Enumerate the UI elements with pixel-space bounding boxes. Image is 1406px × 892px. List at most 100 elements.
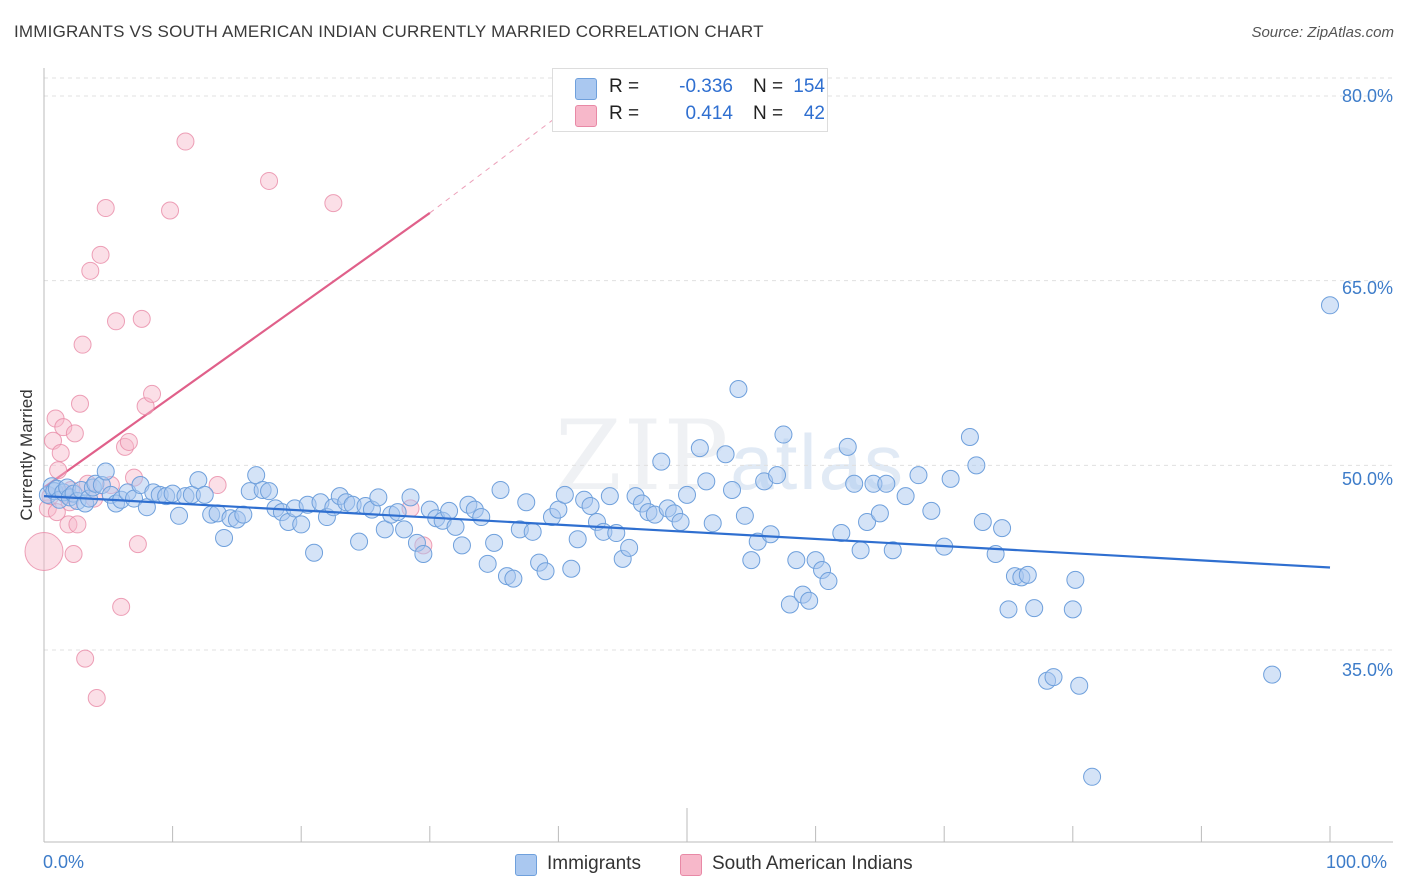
data-point-immigrants xyxy=(838,437,857,456)
r-label: R = xyxy=(609,103,640,124)
data-point-immigrants xyxy=(742,551,761,570)
data-point-south-american-indians xyxy=(161,201,180,220)
data-point-immigrants xyxy=(478,554,497,573)
y-axis-label: Currently Married xyxy=(17,389,36,521)
data-point-immigrants xyxy=(678,485,696,504)
data-point-immigrants xyxy=(999,600,1018,619)
stats-legend: R = -0.336 N = 154 R = 0.414 N = 42 xyxy=(552,68,828,132)
gridlines xyxy=(44,77,1393,651)
data-point-south-american-indians xyxy=(68,515,87,534)
x-tick-label: 100.0% xyxy=(1326,852,1388,872)
data-point-south-american-indians xyxy=(81,261,100,280)
data-point-immigrants xyxy=(260,482,279,501)
y-tick-label: 80.0% xyxy=(1341,86,1393,106)
data-point-immigrants xyxy=(600,487,619,506)
data-point-immigrants xyxy=(896,487,915,506)
data-point-immigrants xyxy=(735,506,754,525)
data-point-south-american-indians xyxy=(132,309,151,328)
data-point-south-american-indians xyxy=(260,171,279,190)
data-point-south-american-indians xyxy=(91,245,110,264)
legend-label-south-american-indians: South American Indians xyxy=(712,853,913,874)
data-point-south-american-indians xyxy=(176,132,195,151)
data-point-immigrants xyxy=(504,569,523,588)
data-point-south-american-indians xyxy=(71,394,90,413)
data-point-immigrants xyxy=(851,541,870,560)
data-point-immigrants xyxy=(729,380,748,399)
data-point-immigrants xyxy=(215,528,234,547)
data-point-immigrants xyxy=(832,524,851,543)
data-point-south-american-indians xyxy=(73,335,92,354)
legend-label-immigrants: Immigrants xyxy=(547,853,641,874)
data-point-immigrants xyxy=(1263,665,1282,684)
data-point-immigrants xyxy=(195,485,214,504)
data-point-immigrants xyxy=(690,439,709,458)
r-value: 0.414 xyxy=(685,103,733,124)
data-point-immigrants xyxy=(819,572,838,591)
data-point-immigrants xyxy=(1321,296,1339,315)
n-value: 42 xyxy=(803,103,825,124)
data-point-immigrants xyxy=(485,533,504,552)
data-point-south-american-indians xyxy=(112,597,131,616)
data-point-south-american-indians xyxy=(76,649,95,668)
trend-line-extension-south-american-indians xyxy=(429,115,559,214)
data-point-immigrants xyxy=(652,452,671,471)
data-point-south-american-indians xyxy=(24,532,64,572)
data-point-immigrants xyxy=(555,485,574,504)
y-tick-label: 50.0% xyxy=(1341,469,1393,489)
data-point-immigrants xyxy=(305,543,324,562)
data-point-immigrants xyxy=(388,503,407,522)
data-point-immigrants xyxy=(395,520,414,539)
swatch-immigrants xyxy=(575,78,597,100)
n-label: N = xyxy=(753,76,784,97)
data-point-immigrants xyxy=(1044,668,1063,687)
data-point-south-american-indians xyxy=(87,689,106,708)
trend-line-immigrants xyxy=(43,495,1331,569)
data-point-immigrants xyxy=(491,480,510,499)
data-point-immigrants xyxy=(703,514,722,533)
data-point-immigrants xyxy=(909,466,928,485)
data-point-south-american-indians xyxy=(64,544,83,563)
data-point-immigrants xyxy=(973,512,992,531)
data-point-immigrants xyxy=(883,541,902,560)
data-point-south-american-indians xyxy=(49,461,68,480)
data-point-immigrants xyxy=(234,505,253,524)
data-point-immigrants xyxy=(1018,565,1037,584)
data-point-immigrants xyxy=(523,522,542,541)
data-point-immigrants xyxy=(620,538,639,557)
data-point-immigrants xyxy=(877,474,896,493)
data-point-immigrants xyxy=(774,425,793,444)
data-point-south-american-indians xyxy=(51,444,70,463)
trend-line-immigrants-path xyxy=(43,495,1331,569)
data-point-immigrants xyxy=(780,595,799,614)
data-point-south-american-indians xyxy=(143,384,162,403)
data-point-south-american-indians xyxy=(96,199,115,218)
trend-line-south-american-indians xyxy=(43,212,431,489)
y-tick-label: 65.0% xyxy=(1341,278,1393,298)
data-point-immigrants xyxy=(697,472,716,491)
data-point-south-american-indians xyxy=(119,432,138,451)
data-point-immigrants xyxy=(768,466,787,485)
data-point-immigrants xyxy=(517,493,536,512)
data-point-immigrants xyxy=(170,506,189,525)
data-point-immigrants xyxy=(671,512,690,531)
data-point-immigrants xyxy=(761,525,780,544)
r-value: -0.336 xyxy=(679,76,733,97)
series-immigrants xyxy=(38,296,1339,786)
swatch-south-american-indians xyxy=(575,105,597,127)
n-label: N = xyxy=(753,103,784,124)
data-point-immigrants xyxy=(96,462,115,481)
data-point-immigrants xyxy=(446,517,465,536)
data-point-immigrants xyxy=(922,501,941,520)
data-point-immigrants xyxy=(472,508,491,527)
data-point-immigrants xyxy=(800,591,819,610)
data-point-immigrants xyxy=(941,469,960,488)
data-point-south-american-indians xyxy=(324,194,343,213)
data-point-immigrants xyxy=(960,428,979,447)
chart-title: IMMIGRANTS VS SOUTH AMERICAN INDIAN CURR… xyxy=(14,22,764,41)
legend-swatch-south-american-indians xyxy=(680,854,702,876)
x-tick-label: 0.0% xyxy=(43,852,85,872)
data-point-immigrants xyxy=(716,445,735,464)
data-point-immigrants xyxy=(568,530,587,549)
data-point-immigrants xyxy=(1025,599,1044,618)
data-point-immigrants xyxy=(536,562,555,581)
